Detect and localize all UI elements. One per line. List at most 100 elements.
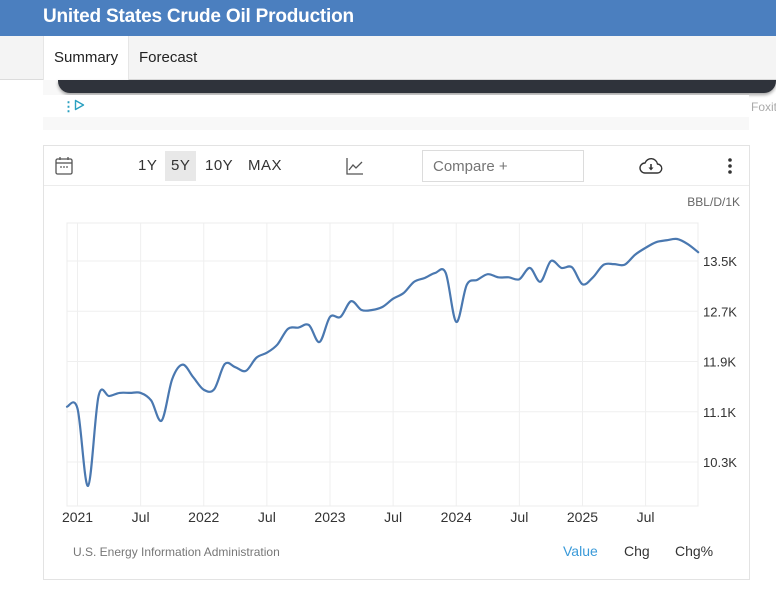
x-axis-ticks: 2021 Jul 2022 Jul 2023 Jul 2024 Jul 2025 Jul — [62, 509, 655, 525]
data-point[interactable] — [159, 418, 165, 424]
cloud-download-icon[interactable] — [639, 156, 663, 176]
x-tick-label: 2024 — [441, 509, 472, 525]
data-point[interactable] — [190, 374, 196, 380]
data-point[interactable] — [432, 270, 438, 276]
chart-toolbar: 1Y 5Y 10Y MAX — [44, 146, 749, 186]
range-10y-button[interactable]: 10Y — [205, 157, 234, 174]
x-tick-label: 2025 — [567, 509, 598, 525]
data-point[interactable] — [243, 368, 249, 374]
data-point[interactable] — [327, 314, 333, 320]
data-point[interactable] — [401, 290, 407, 296]
data-point[interactable] — [180, 362, 186, 368]
range-1y-button[interactable]: 1Y — [138, 157, 158, 174]
data-point[interactable] — [506, 274, 512, 280]
ad-banner-image[interactable] — [58, 80, 776, 93]
data-point[interactable] — [537, 279, 543, 285]
data-point[interactable] — [579, 281, 585, 287]
data-point[interactable] — [601, 262, 607, 268]
tab-forecast[interactable]: Forecast — [139, 49, 198, 66]
tab-bar: Summary Forecast — [0, 36, 776, 80]
y-tick-label: 11.1K — [703, 405, 736, 420]
data-point[interactable] — [295, 325, 301, 331]
data-point[interactable] — [622, 262, 628, 268]
vertical-dots-icon[interactable] — [726, 157, 734, 175]
data-point[interactable] — [611, 261, 617, 267]
x-tick-label: 2023 — [314, 509, 345, 525]
x-tick-label: Jul — [510, 509, 528, 525]
series-line — [65, 237, 700, 487]
data-point[interactable] — [485, 271, 491, 277]
data-point[interactable] — [306, 322, 312, 328]
mode-chgpct-button[interactable]: Chg% — [675, 543, 714, 559]
unit-label: BBL/D/1K — [687, 195, 740, 209]
data-point[interactable] — [169, 376, 175, 382]
data-point[interactable] — [138, 390, 144, 396]
data-point[interactable] — [664, 237, 670, 243]
kebab-menu-icon[interactable]: ⋮ — [62, 99, 75, 114]
line-chart: 10.3K 11.1K 11.9K 12.7K 13.5K 2021 Jul 2022 Jul… — [62, 222, 737, 525]
ad-choices-play-icon[interactable] — [74, 99, 85, 111]
data-point[interactable] — [685, 241, 691, 247]
range-5y-button[interactable]: 5Y — [165, 151, 197, 181]
data-point[interactable] — [632, 252, 638, 258]
data-point[interactable] — [558, 265, 564, 271]
data-point[interactable] — [443, 270, 449, 276]
data-point[interactable] — [516, 276, 522, 282]
mode-chg-button[interactable]: Chg — [624, 543, 650, 559]
data-point[interactable] — [316, 339, 322, 345]
data-point[interactable] — [127, 390, 133, 396]
calendar-icon[interactable] — [54, 155, 74, 176]
data-point[interactable] — [348, 298, 354, 304]
data-point[interactable] — [359, 307, 365, 313]
x-tick-label: Jul — [258, 509, 276, 525]
range-max-button[interactable]: MAX — [248, 157, 283, 174]
data-point[interactable] — [674, 236, 680, 242]
line-chart-icon[interactable] — [345, 156, 365, 176]
data-point[interactable] — [380, 304, 386, 310]
data-point[interactable] — [338, 314, 344, 320]
x-tick-label: 2022 — [188, 509, 219, 525]
data-point[interactable] — [453, 319, 459, 325]
data-point[interactable] — [211, 386, 217, 392]
x-tick-label: Jul — [637, 509, 655, 525]
data-point[interactable] — [569, 264, 575, 270]
data-point[interactable] — [548, 258, 554, 264]
data-point[interactable] — [369, 307, 375, 313]
data-point[interactable] — [253, 355, 259, 361]
data-point[interactable] — [117, 390, 123, 396]
y-tick-label: 10.3K — [703, 455, 737, 470]
data-point[interactable] — [96, 393, 102, 399]
data-point[interactable] — [201, 387, 207, 393]
data-point[interactable] — [474, 277, 480, 283]
data-point[interactable] — [590, 274, 596, 280]
data-point[interactable] — [106, 393, 112, 399]
data-point[interactable] — [390, 296, 396, 302]
data-point[interactable] — [222, 361, 228, 367]
compare-input[interactable] — [422, 150, 584, 182]
data-point[interactable] — [264, 350, 270, 356]
data-point[interactable] — [527, 265, 533, 271]
data-point[interactable] — [75, 406, 81, 412]
data-point[interactable] — [274, 342, 280, 348]
data-point[interactable] — [148, 397, 154, 403]
data-point[interactable] — [411, 279, 417, 285]
ad-banner-strip — [43, 95, 749, 117]
data-point[interactable] — [64, 404, 70, 410]
data-point[interactable] — [695, 249, 701, 255]
data-point[interactable] — [422, 275, 428, 281]
mode-value-button[interactable]: Value — [563, 543, 598, 559]
x-tick-label: 2021 — [62, 509, 93, 525]
x-tick-label: Jul — [384, 509, 402, 525]
data-point[interactable] — [643, 245, 649, 251]
y-axis-ticks: 10.3K 11.1K 11.9K 12.7K 13.5K — [703, 254, 737, 470]
data-point[interactable] — [495, 274, 501, 280]
data-point[interactable] — [285, 326, 291, 332]
data-point[interactable] — [232, 364, 238, 370]
tab-summary[interactable]: Summary — [43, 36, 130, 80]
page-header: United States Crude Oil Production — [0, 0, 776, 36]
data-point[interactable] — [85, 483, 91, 489]
data-point[interactable] — [464, 282, 470, 288]
grid-lines — [66, 222, 699, 507]
x-tick-label: Jul — [132, 509, 150, 525]
data-point[interactable] — [653, 239, 659, 245]
